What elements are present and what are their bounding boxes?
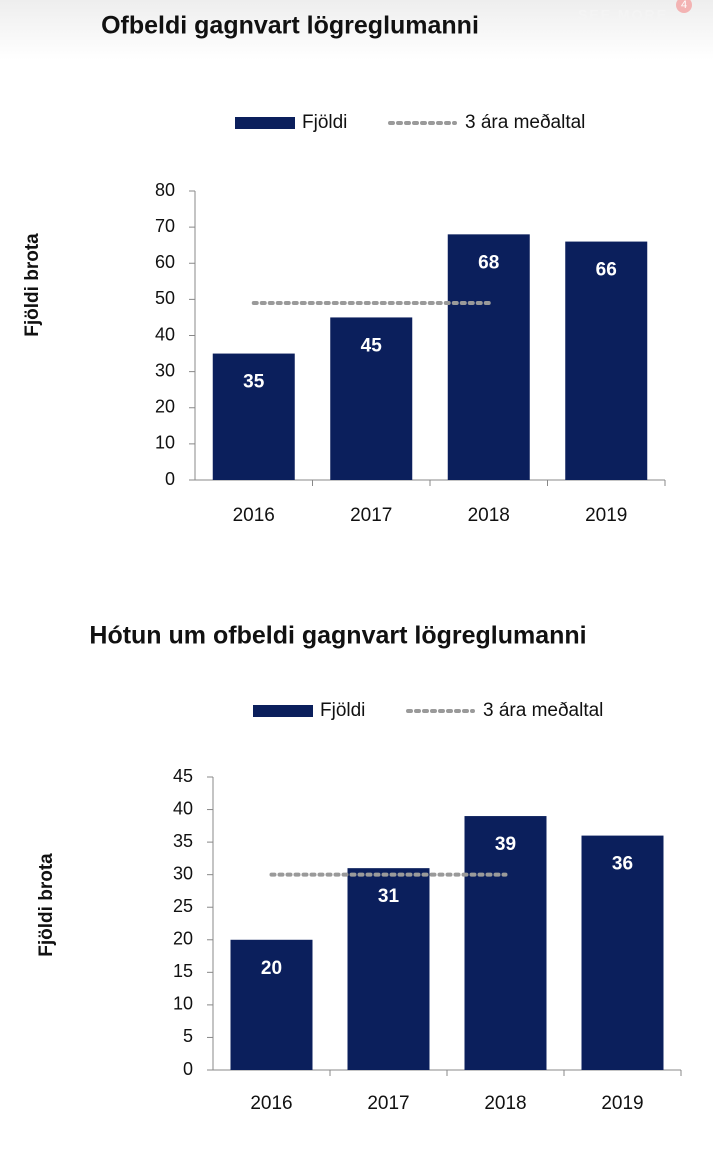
chart-title: Ofbeldi gagnvart lögreglumanni <box>101 12 479 40</box>
value-label: 45 <box>361 335 383 356</box>
y-tick-label: 0 <box>165 469 175 489</box>
y-tick-label: 20 <box>155 397 175 417</box>
y-tick-label: 40 <box>173 798 193 818</box>
bar <box>581 835 664 1070</box>
y-tick-label: 40 <box>155 324 175 344</box>
y-tick-label: 50 <box>155 288 175 308</box>
y-tick-label: 30 <box>173 863 193 883</box>
x-tick-label: 2016 <box>250 1093 292 1114</box>
y-tick-label: 35 <box>173 831 193 851</box>
y-tick-label: 5 <box>183 1026 193 1046</box>
y-tick-label: 10 <box>155 433 175 453</box>
value-label: 39 <box>495 834 516 855</box>
bar <box>447 234 530 480</box>
badge <box>676 0 692 13</box>
header-bg <box>0 0 713 60</box>
legend-swatch <box>235 117 295 129</box>
value-label: 36 <box>612 854 633 875</box>
x-tick-label: 2017 <box>367 1093 409 1114</box>
chart-title: Hótun um ofbeldi gagnvart lögreglumanni <box>89 622 586 650</box>
badge-count: 4 <box>681 0 687 11</box>
y-axis-label: Fjöldi brota <box>36 853 57 957</box>
x-tick-label: 2016 <box>233 505 275 526</box>
bar <box>212 353 295 480</box>
y-tick-label: 0 <box>183 1059 193 1079</box>
value-label: 68 <box>478 252 499 273</box>
x-tick-label: 2019 <box>585 505 627 526</box>
value-label: 20 <box>261 958 282 979</box>
x-tick-label: 2017 <box>350 505 392 526</box>
y-tick-label: 60 <box>155 252 175 272</box>
y-tick-label: 70 <box>155 216 175 236</box>
see-more[interactable]: SEE MORE <box>578 7 668 23</box>
y-tick-label: 30 <box>155 360 175 380</box>
y-tick-label: 80 <box>155 180 175 200</box>
bar <box>347 868 430 1070</box>
bar <box>464 816 547 1070</box>
legend-label: 3 ára meðaltal <box>483 700 603 721</box>
value-label: 35 <box>243 372 265 393</box>
value-label: 31 <box>378 886 400 907</box>
bar <box>330 317 413 480</box>
y-axis-label: Fjöldi brota <box>22 233 43 337</box>
y-tick-label: 45 <box>173 766 193 786</box>
y-tick-label: 20 <box>173 929 193 949</box>
legend-label: Fjöldi <box>320 700 365 721</box>
x-tick-label: 2018 <box>468 505 510 526</box>
legend-label: 3 ára meðaltal <box>465 112 585 133</box>
bar <box>565 241 648 480</box>
legend-label: Fjöldi <box>302 112 347 133</box>
x-tick-label: 2019 <box>601 1093 643 1114</box>
y-tick-label: 15 <box>173 961 193 981</box>
legend-swatch <box>253 705 313 717</box>
bar <box>230 939 313 1070</box>
y-tick-label: 10 <box>173 994 193 1014</box>
value-label: 66 <box>596 260 617 281</box>
y-tick-label: 25 <box>173 896 193 916</box>
x-tick-label: 2018 <box>484 1093 526 1114</box>
